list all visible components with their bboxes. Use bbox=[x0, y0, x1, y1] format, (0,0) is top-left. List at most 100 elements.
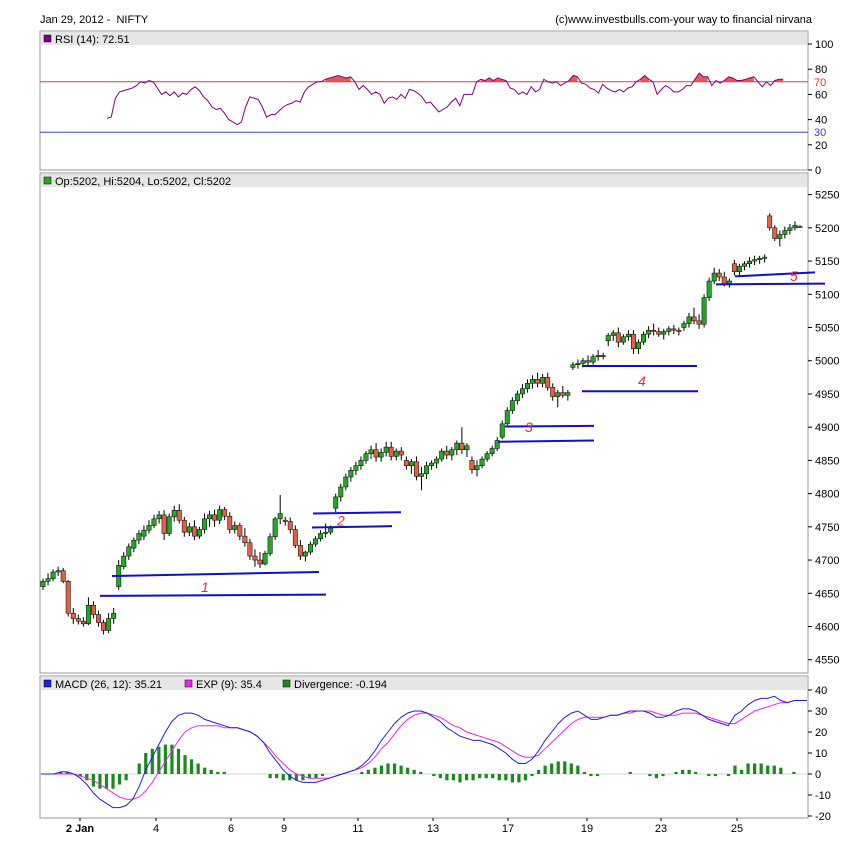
divergence-bar bbox=[792, 771, 796, 774]
divergence-bar bbox=[117, 774, 122, 785]
candle-body bbox=[550, 387, 556, 397]
divergence-bar bbox=[222, 771, 226, 774]
x-tick-label: 17 bbox=[502, 823, 514, 835]
candle-body bbox=[323, 531, 329, 534]
x-tick-label: 9 bbox=[281, 823, 287, 835]
candle-body bbox=[439, 450, 445, 460]
candle-body bbox=[782, 230, 788, 235]
candle-body bbox=[696, 320, 702, 325]
candle-body bbox=[575, 363, 581, 365]
divergence-bar bbox=[209, 769, 213, 774]
candle-body bbox=[535, 379, 541, 384]
candle-body bbox=[297, 545, 303, 557]
candle-body bbox=[398, 450, 404, 456]
divergence-bar bbox=[301, 774, 305, 781]
candle-body bbox=[671, 328, 677, 331]
divergence-bar bbox=[517, 774, 521, 783]
candle-body bbox=[121, 555, 127, 567]
candle-body bbox=[403, 460, 409, 466]
candle-body bbox=[252, 555, 258, 561]
candle-body bbox=[302, 551, 308, 557]
candle-body bbox=[499, 423, 505, 438]
candle-body bbox=[595, 355, 601, 358]
candle-body bbox=[146, 525, 152, 531]
candle-body bbox=[767, 215, 773, 229]
divergence-bar bbox=[157, 746, 161, 774]
candle-body bbox=[585, 360, 591, 363]
price-y-tick-label: 4950 bbox=[815, 389, 839, 401]
divergence-bar bbox=[536, 769, 541, 774]
candle-body bbox=[166, 516, 172, 534]
candle-body bbox=[797, 226, 803, 228]
divergence-bar bbox=[432, 774, 436, 777]
candle-body bbox=[636, 341, 641, 350]
divergence-bar bbox=[766, 765, 770, 774]
candle-body bbox=[267, 536, 273, 554]
macd-y-tick-label: -20 bbox=[815, 811, 831, 823]
candle-body bbox=[736, 266, 742, 272]
candle-body bbox=[50, 571, 56, 579]
macd-legend-swatch bbox=[282, 679, 291, 688]
candle-body bbox=[191, 526, 197, 537]
divergence-bar bbox=[163, 744, 167, 774]
candle-body bbox=[721, 276, 727, 284]
divergence-bar bbox=[576, 765, 580, 774]
candle-body bbox=[141, 529, 147, 537]
x-tick-label: 19 bbox=[581, 823, 593, 835]
macd-panel-frame bbox=[39, 675, 809, 819]
support-annotation-4: 4 bbox=[638, 373, 646, 389]
candle-body bbox=[711, 272, 717, 282]
divergence-bar bbox=[694, 771, 698, 774]
divergence-bar bbox=[451, 774, 456, 781]
divergence-bar bbox=[628, 771, 632, 774]
support-line-3 bbox=[311, 525, 393, 529]
divergence-bar bbox=[458, 774, 462, 783]
price-y-tick-label: 4550 bbox=[815, 655, 839, 667]
candle-body bbox=[646, 329, 652, 335]
candle-body bbox=[373, 449, 379, 458]
divergence-bar bbox=[595, 774, 600, 777]
candle-body bbox=[545, 377, 551, 388]
candle-body bbox=[368, 449, 374, 455]
divergence-bar bbox=[386, 763, 390, 774]
candle-body bbox=[681, 323, 687, 328]
price-y-tick-label: 4700 bbox=[815, 555, 839, 567]
support-line-2 bbox=[111, 571, 320, 577]
divergence-bar bbox=[523, 774, 528, 781]
rsi-y-tick-label: 20 bbox=[815, 140, 827, 152]
candle-body bbox=[328, 527, 334, 533]
candle-body bbox=[666, 328, 672, 332]
support-line-4 bbox=[312, 511, 402, 515]
candle-body bbox=[378, 452, 384, 458]
macd-legend-swatch bbox=[184, 679, 193, 688]
candle-body bbox=[222, 509, 228, 517]
candle-body bbox=[625, 333, 631, 338]
candle-body bbox=[656, 331, 662, 335]
support-annotation-1: 1 bbox=[201, 579, 209, 595]
candle-body bbox=[555, 392, 561, 397]
candle-body bbox=[504, 410, 510, 425]
divergence-bar bbox=[478, 774, 482, 779]
candle-body bbox=[676, 329, 682, 332]
candle-body bbox=[484, 453, 490, 460]
price-legend-swatch bbox=[43, 176, 52, 185]
price-y-tick-label: 4600 bbox=[815, 621, 839, 633]
candle-body bbox=[308, 543, 313, 553]
divergence-bar bbox=[759, 763, 763, 774]
x-tick-label: 23 bbox=[655, 823, 667, 835]
candle-body bbox=[196, 529, 202, 537]
candle-body bbox=[242, 535, 248, 544]
candle-body bbox=[227, 515, 233, 530]
candle-body bbox=[91, 604, 96, 615]
support-annotation-5: 5 bbox=[790, 268, 798, 284]
candle-body bbox=[731, 263, 737, 272]
candle-body bbox=[777, 234, 783, 239]
divergence-bar bbox=[137, 763, 141, 774]
candle-body bbox=[202, 518, 207, 530]
divergence-bar bbox=[674, 771, 678, 774]
candle-body bbox=[237, 525, 243, 537]
divergence-bar bbox=[726, 774, 731, 777]
candle-body bbox=[363, 453, 369, 461]
candle-body bbox=[292, 529, 298, 546]
candle-body bbox=[176, 509, 182, 521]
